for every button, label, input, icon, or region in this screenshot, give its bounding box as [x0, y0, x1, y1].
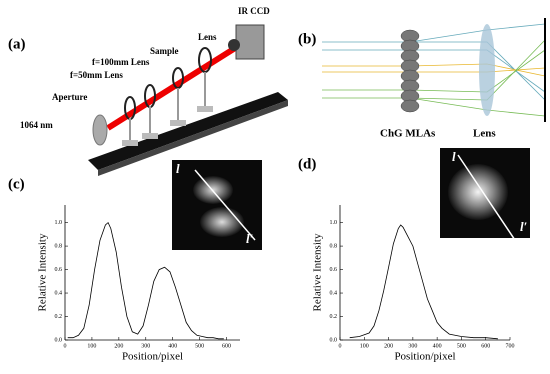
x-tick-label: 400	[433, 343, 442, 349]
y-tick-label: 0.0	[55, 337, 63, 343]
inset-label: l′	[520, 219, 528, 234]
label: f=50mm Lens	[70, 70, 123, 80]
panel-label: (a)	[8, 36, 26, 52]
label: IR CCD	[238, 6, 270, 16]
x-tick-label: 200	[384, 343, 393, 349]
y-axis-label: Relative Intensity	[312, 233, 324, 311]
y-tick-label: 0.6	[55, 267, 63, 273]
label: ChG MLAs	[380, 128, 436, 140]
y-tick-label: 1.0	[330, 220, 338, 226]
data-line	[349, 224, 498, 340]
y-tick-label: 0.2	[330, 314, 338, 320]
optics-diagram: ChG MLAs Lens (b)	[298, 18, 546, 140]
data-line	[67, 221, 224, 340]
inset-label: l	[452, 149, 456, 164]
y-tick-label: 0.2	[55, 314, 63, 320]
x-tick-label: 300	[141, 343, 150, 349]
setup-diagram: IR CCD Lens Sample f=100mm Lens f=50mm L…	[8, 6, 288, 176]
label: Sample	[150, 46, 179, 56]
inset-image	[172, 160, 262, 250]
label: f=100mm Lens	[92, 57, 150, 67]
y-tick-label: 0.8	[330, 243, 338, 249]
y-axis-label: Relative Intensity	[37, 233, 49, 311]
x-tick-label: 0	[64, 343, 67, 349]
x-tick-label: 0	[339, 343, 342, 349]
x-tick-label: 100	[87, 343, 96, 349]
panel-label: (c)	[8, 176, 25, 192]
x-tick-label: 600	[481, 343, 490, 349]
x-tick-label: 200	[114, 343, 123, 349]
y-tick-label: 0.8	[55, 243, 63, 249]
x-tick-label: 100	[360, 343, 369, 349]
panel-label: (d)	[298, 156, 316, 172]
inset-image	[440, 148, 530, 256]
y-tick-label: 0.4	[330, 290, 338, 296]
label: Lens	[198, 32, 217, 42]
x-tick-label: 400	[168, 343, 177, 349]
y-tick-label: 0.6	[330, 267, 338, 273]
y-tick-label: 0.0	[330, 337, 338, 343]
y-tick-label: 1.0	[55, 220, 63, 226]
x-tick-label: 700	[506, 343, 515, 349]
inset-label: l	[176, 161, 180, 176]
label: 1064 nm	[20, 120, 53, 130]
x-axis-label: Position/pixel	[122, 351, 183, 363]
panel-label: (b)	[298, 31, 316, 47]
x-axis-label: Position/pixel	[394, 351, 455, 363]
x-tick-label: 600	[222, 343, 231, 349]
y-tick-label: 0.4	[55, 290, 63, 296]
label: Aperture	[52, 92, 87, 102]
label: Lens	[473, 128, 496, 140]
x-tick-label: 500	[457, 343, 466, 349]
x-tick-label: 500	[195, 343, 204, 349]
x-tick-label: 300	[408, 343, 417, 349]
inset-label: l′	[246, 231, 254, 246]
